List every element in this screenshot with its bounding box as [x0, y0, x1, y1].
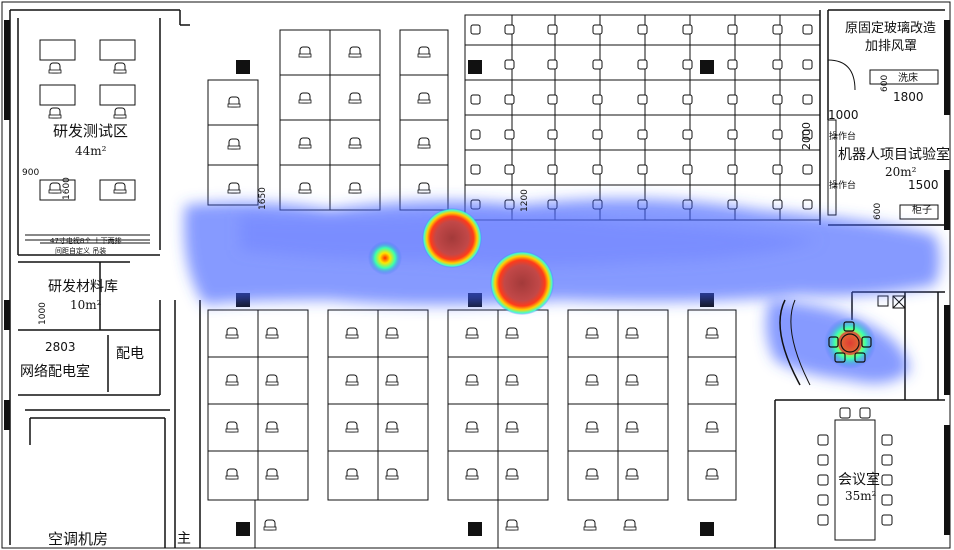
meeting-room-furniture [817, 407, 893, 541]
dim-600a: 600 [880, 74, 890, 92]
dim-1800: 1800 [893, 90, 924, 104]
tv-note: 47寸电视8个 上下两排 [50, 237, 122, 245]
operating-table-label-1: 操作台 [829, 132, 857, 142]
operating-table-label-2: 操作台 [829, 181, 857, 191]
dim-600b: 600 [873, 202, 883, 220]
dim-900: 900 [22, 168, 40, 178]
glass-note-line2: 加排风罩 [865, 39, 918, 54]
partial-label: 主 [177, 531, 191, 547]
tv-note-2: 间距自定义 吊装 [55, 247, 107, 255]
dim-1000b: 1000 [828, 108, 859, 122]
room-label-network: 网络配电室 [20, 364, 90, 380]
dim-1600: 1600 [62, 177, 72, 200]
dim-1500: 1500 [908, 178, 939, 192]
desk-grid-top-right [464, 14, 821, 221]
room-area-robot-lab: 20m² [885, 165, 917, 179]
dim-1000: 1000 [38, 302, 48, 325]
heatmap-overlay [184, 198, 940, 384]
room-label-rd-test: 研发测试区 [53, 122, 129, 140]
room-label-hvac: 空调机房 [48, 530, 109, 548]
room-label-meeting: 会议室 [838, 472, 880, 488]
dim-2803: 2803 [45, 340, 76, 354]
robot-lab-round-table [779, 299, 872, 386]
glass-note-line1: 原固定玻璃改造 [845, 21, 937, 36]
seats-top-right [470, 24, 813, 210]
room-label-power: 配电 [116, 346, 144, 362]
room-area-meeting: 35m² [845, 489, 877, 503]
cabinet-label: 柜子 [912, 205, 932, 216]
room-label-robot-lab: 机器人项目试验室 [838, 147, 950, 163]
sink-label: 洗床 [898, 73, 918, 84]
dim-1650: 1650 [258, 187, 268, 210]
dim-1200: 1200 [520, 189, 530, 212]
room-label-rd-material: 研发材料库 [48, 279, 118, 295]
desk-grid-top-left [207, 29, 449, 211]
room-area-rd-test: 44m² [75, 144, 107, 158]
robot-lab-details [827, 59, 939, 309]
dim-2000: 2000 [800, 122, 813, 150]
room-area-rd-material: 10m² [70, 298, 102, 312]
rd-test-furniture [25, 39, 150, 244]
desk-grid-bottom [207, 309, 737, 548]
